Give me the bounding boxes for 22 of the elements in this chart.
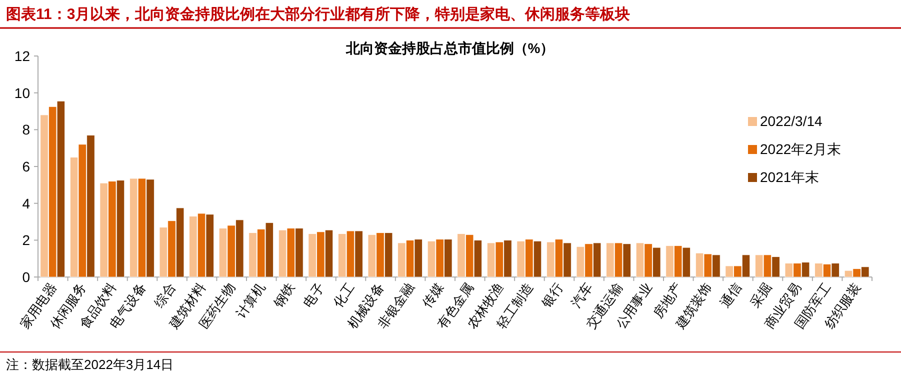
y-tick-label: 12 bbox=[14, 48, 30, 64]
x-tick-label: 通信 bbox=[717, 280, 744, 310]
y-tick-label: 8 bbox=[22, 122, 30, 138]
x-tick-label: 传媒 bbox=[419, 280, 447, 310]
x-tick-label: 综合 bbox=[151, 280, 178, 310]
chart-subtitle: 北向资金持股占总市值比例（%） bbox=[344, 40, 554, 56]
y-tick-label: 6 bbox=[22, 158, 30, 174]
legend-label: 2021年末 bbox=[760, 169, 820, 185]
y-tick-label: 10 bbox=[14, 84, 30, 101]
x-tick-label: 采掘 bbox=[747, 280, 774, 310]
legend-label: 2022年2月末 bbox=[760, 141, 841, 157]
x-tick-label: 化工 bbox=[330, 280, 358, 310]
y-tick-label: 4 bbox=[22, 195, 30, 212]
x-tick-label: 汽车 bbox=[568, 280, 596, 310]
chart-title: 图表11：3月以来，北向资金持股比例在大部分行业都有所下降，特别是家电、休闲服务等板块 bbox=[6, 5, 630, 23]
x-tick-label: 钢铁 bbox=[270, 280, 298, 311]
legend-label: 2022/3/14 bbox=[760, 113, 822, 129]
y-tick-label: 2 bbox=[22, 232, 30, 248]
x-tick-label: 电子 bbox=[300, 280, 328, 310]
x-tick-label: 银行 bbox=[538, 280, 566, 311]
y-tick-label: 0 bbox=[22, 269, 30, 285]
text: 注：数据截至2022年3月14日 bbox=[6, 357, 174, 372]
